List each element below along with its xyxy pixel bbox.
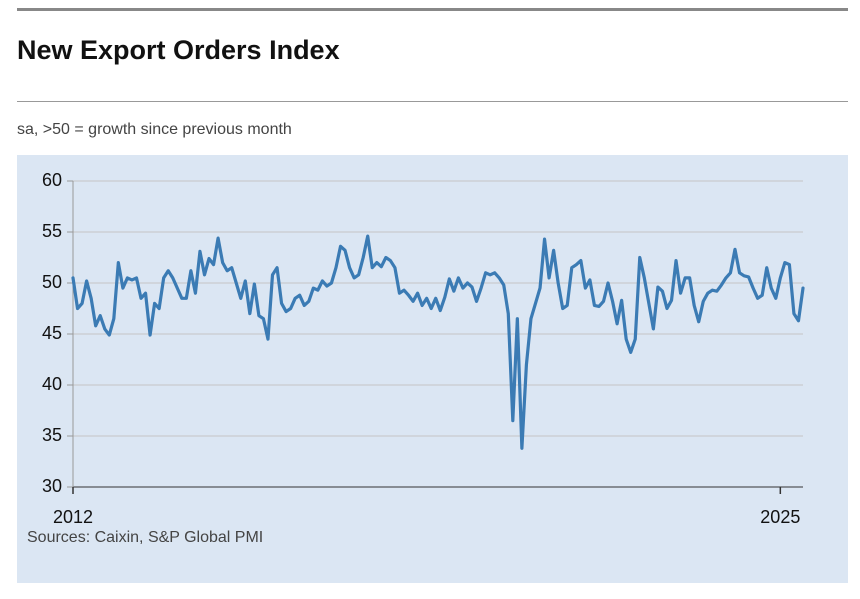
- title-rule: [17, 101, 848, 102]
- x-tick-label: 2012: [53, 507, 93, 527]
- y-tick-label: 30: [42, 476, 62, 496]
- source: Sources: Caixin, S&P Global PMI: [27, 529, 263, 546]
- plot-panel: [17, 155, 848, 583]
- top-rule: [17, 8, 848, 11]
- x-tick-label: 2025: [760, 507, 800, 527]
- y-tick-label: 40: [42, 374, 62, 394]
- y-tick-label: 50: [42, 272, 62, 292]
- data-line: [71, 234, 805, 450]
- y-tick-label: 55: [42, 221, 62, 241]
- chart-title: New Export Orders Index: [17, 35, 340, 65]
- subtitle: sa, >50 = growth since previous month: [17, 121, 292, 138]
- y-tick-label: 45: [42, 323, 62, 343]
- y-tick-label: 60: [42, 170, 62, 190]
- y-tick-label: 35: [42, 425, 62, 445]
